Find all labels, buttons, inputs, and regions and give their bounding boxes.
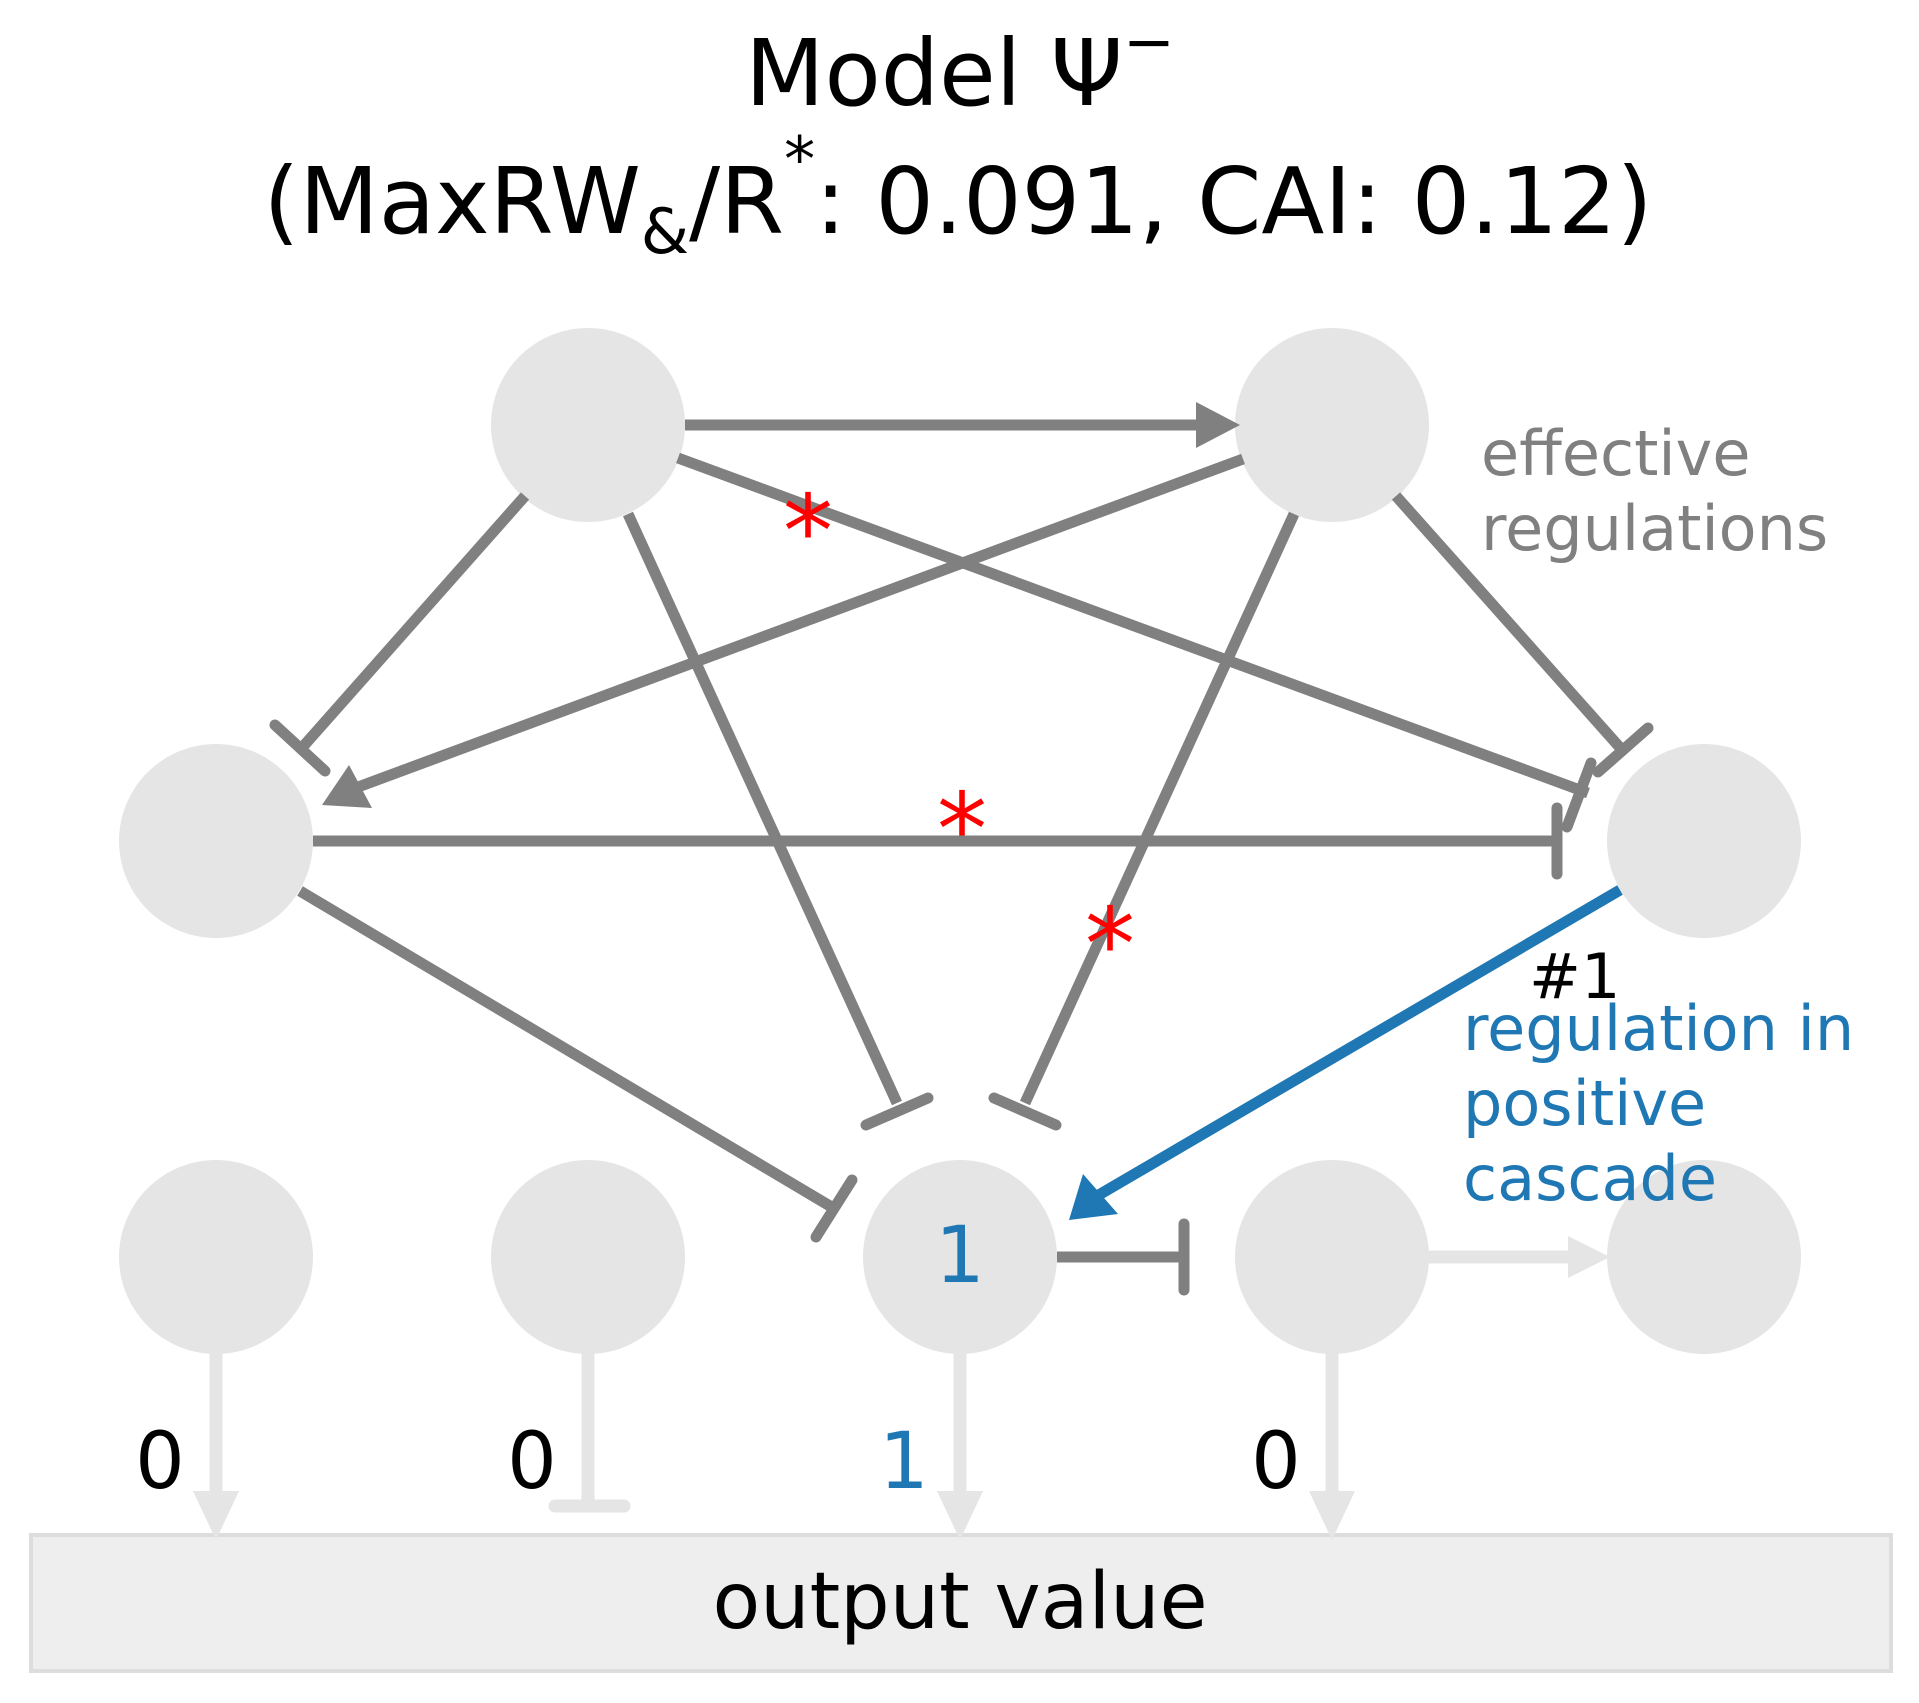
arrowhead-output-1 <box>193 1491 239 1540</box>
bar-middleleft-bottom3 <box>810 1174 858 1243</box>
node-middle-right <box>1607 744 1801 938</box>
effective-arrowheads <box>322 402 1240 808</box>
output-value-4: 0 <box>1251 1417 1301 1507</box>
bar-topright-bottom3 <box>988 1092 1062 1131</box>
output-value-2: 0 <box>507 1417 557 1507</box>
title-line-1: Model Ψ− <box>745 5 1175 127</box>
bar-topright-middleright <box>1592 722 1654 778</box>
node-bottom-2 <box>491 1160 685 1354</box>
edge-topleft-to-bottom3 <box>622 511 903 1106</box>
bar-topleft-middleright <box>1561 757 1597 833</box>
bar-topleft-middleleft <box>269 719 331 777</box>
edge-topright-to-bottom3 <box>1019 511 1300 1106</box>
edge-topright-to-middleleft <box>348 453 1245 796</box>
edge-middleright-to-bottom3-highlight <box>1082 885 1623 1208</box>
node-bottom-3 <box>863 1160 1057 1354</box>
inhibition-bars <box>269 719 1654 1296</box>
marker-1: #1 <box>1529 940 1620 1013</box>
asterisk-3: * <box>1085 886 1135 1003</box>
node-top-right <box>1235 328 1429 522</box>
bar-topleft-bottom3 <box>860 1092 934 1131</box>
output-value-box <box>29 1533 1893 1673</box>
node-bottom-5 <box>1607 1160 1801 1354</box>
node-middle-left <box>119 744 313 938</box>
asterisk-1: * <box>783 473 833 590</box>
arrowhead-middleleft <box>322 765 372 808</box>
output-value-1: 0 <box>135 1417 185 1507</box>
inactive-arrowheads <box>193 1236 1610 1540</box>
title-line-2: (MaxRW&/R*: 0.091, CAI: 0.12) <box>264 123 1653 268</box>
arrowhead-output-4 <box>1309 1491 1355 1540</box>
effective-regulations-label: effective regulations <box>1481 417 1828 565</box>
arrowhead-bottom5 <box>1568 1236 1610 1278</box>
arrowhead-output-3 <box>937 1491 983 1540</box>
edge-topleft-to-middleleft <box>295 492 530 754</box>
node-top-left <box>491 328 685 522</box>
arrowhead-topright <box>1196 402 1240 448</box>
positive-cascade-label: regulation in positive cascade <box>1463 992 1854 1215</box>
edge-middleleft-to-bottom3 <box>297 886 838 1214</box>
inactive-edges <box>209 1250 1582 1513</box>
nodes <box>119 328 1801 1354</box>
node-bottom-4 <box>1235 1160 1429 1354</box>
edge-topleft-to-middleright <box>676 452 1590 799</box>
asterisk-2: * <box>937 771 987 888</box>
edge-topright-to-middleright <box>1391 492 1628 755</box>
effective-edges <box>295 419 1628 1263</box>
arrowhead-highlight <box>1069 1174 1118 1220</box>
output-value-3: 1 <box>879 1417 929 1507</box>
output-value-label: output value <box>712 1557 1207 1647</box>
asterisks: * * * <box>783 473 1135 1003</box>
node-bottom-1 <box>119 1160 313 1354</box>
node-bottom-3-value: 1 <box>935 1211 985 1301</box>
